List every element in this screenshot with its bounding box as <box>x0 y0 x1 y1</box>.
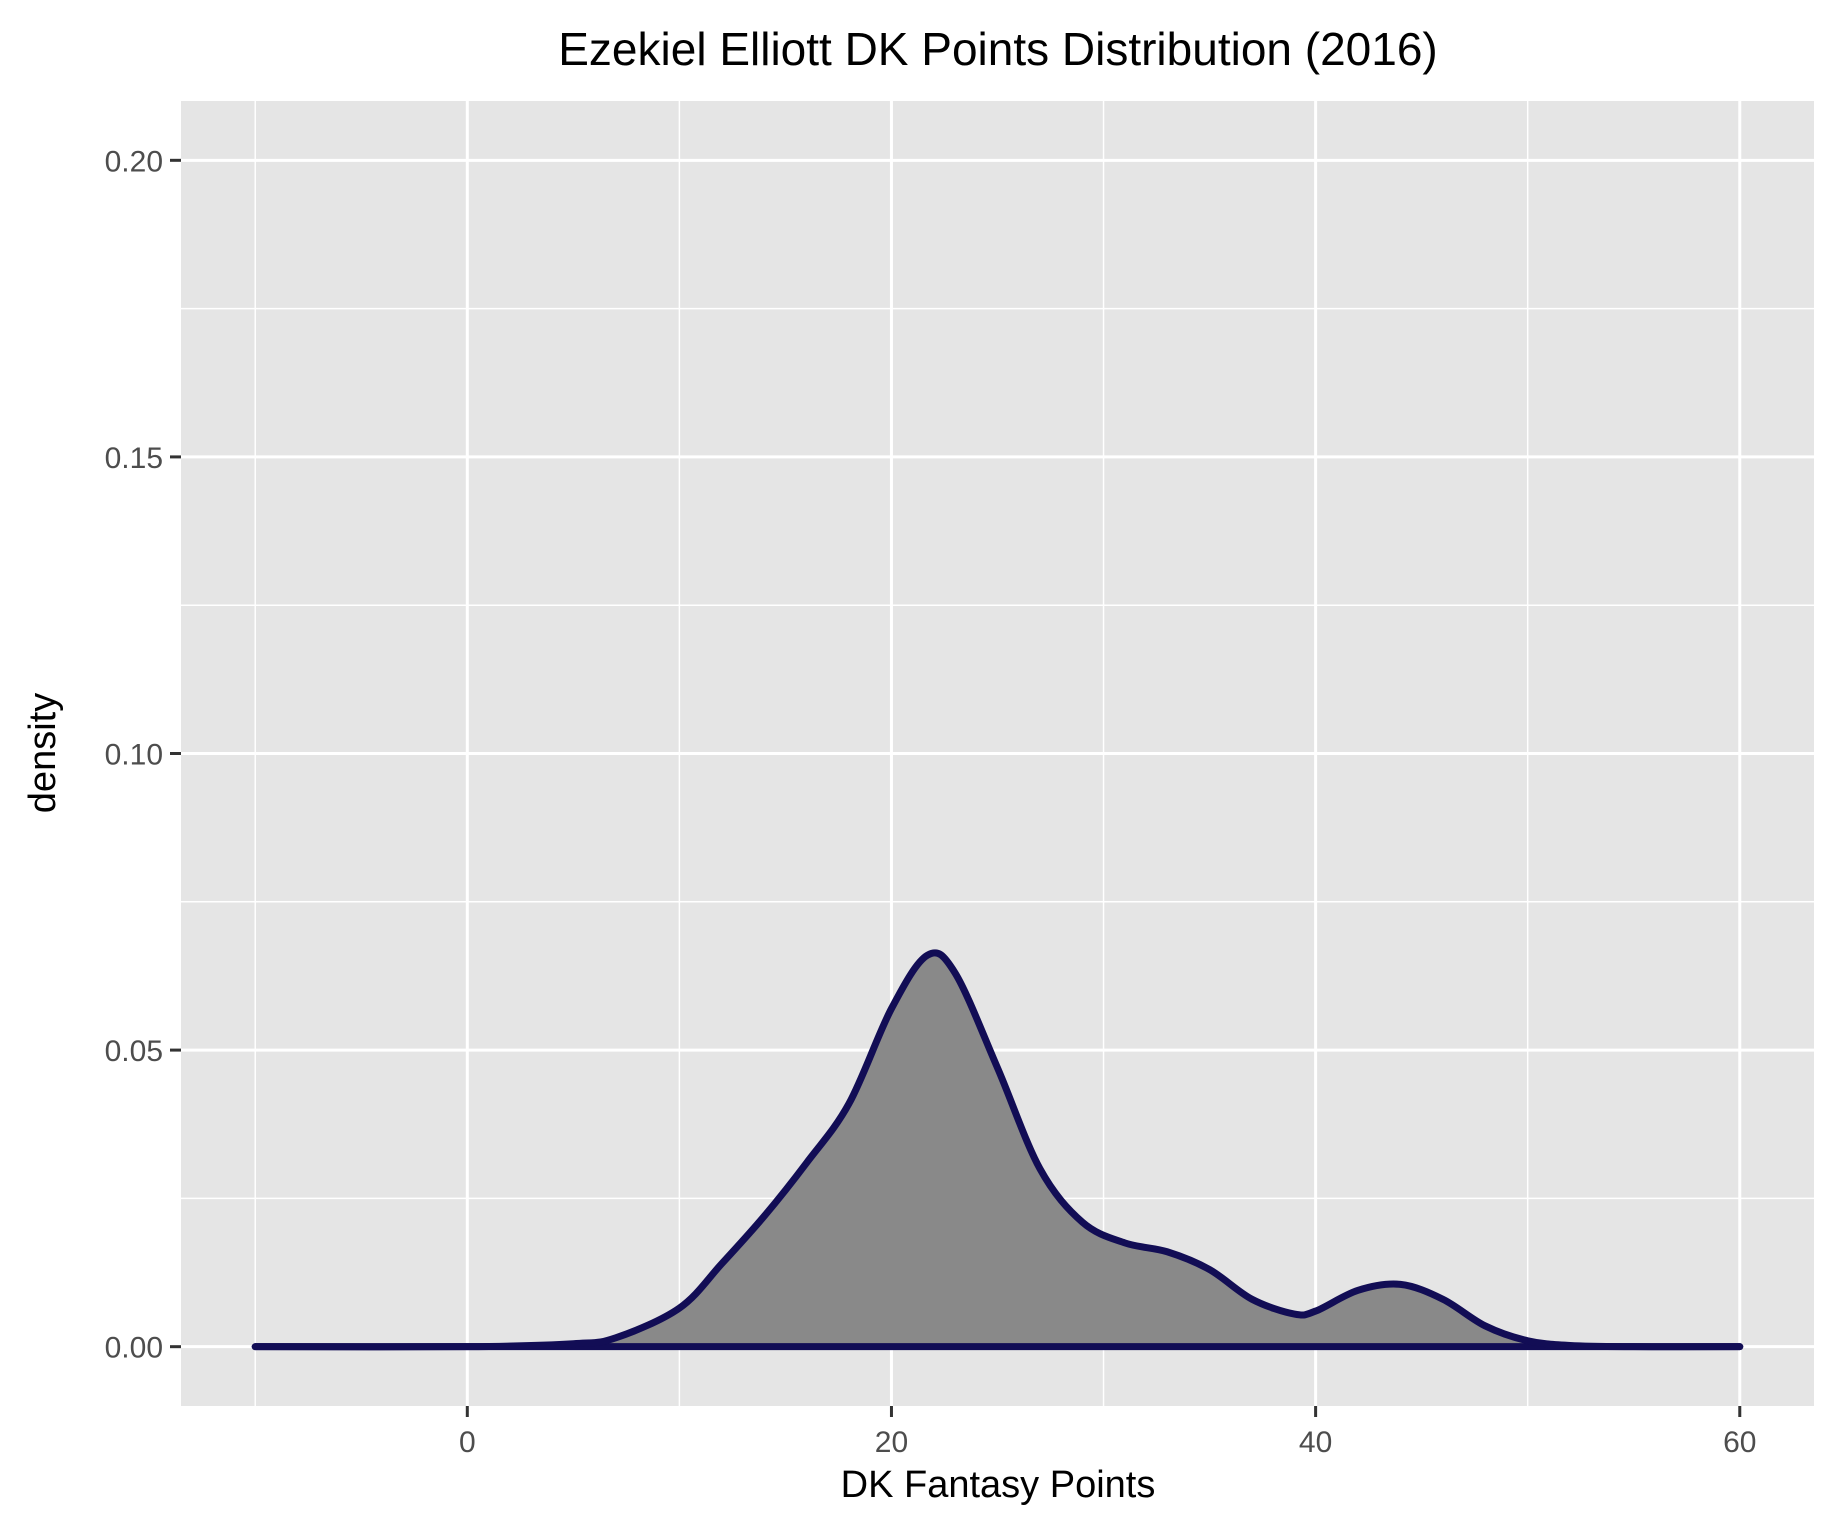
x-tick-label: 60 <box>1723 1426 1756 1459</box>
y-tick-label: 0.00 <box>105 1332 163 1365</box>
x-tick-label: 0 <box>459 1426 476 1459</box>
x-tick-label: 40 <box>1299 1426 1332 1459</box>
y-axis: 0.00 0.05 0.10 0.15 0.20 <box>105 145 181 1365</box>
y-tick-label: 0.10 <box>105 739 163 772</box>
chart-title: Ezekiel Elliott DK Points Distribution (… <box>558 23 1437 75</box>
y-tick-label: 0.15 <box>105 442 163 475</box>
x-axis: 0 20 40 60 <box>459 1406 1756 1459</box>
x-tick-label: 20 <box>875 1426 908 1459</box>
density-area-fill <box>255 952 1740 1347</box>
y-tick-label: 0.20 <box>105 145 163 178</box>
density-curve <box>251 949 1744 1351</box>
x-axis-title: DK Fantasy Points <box>841 1464 1156 1506</box>
y-axis-title: density <box>22 693 64 813</box>
y-tick-label: 0.05 <box>105 1035 163 1068</box>
